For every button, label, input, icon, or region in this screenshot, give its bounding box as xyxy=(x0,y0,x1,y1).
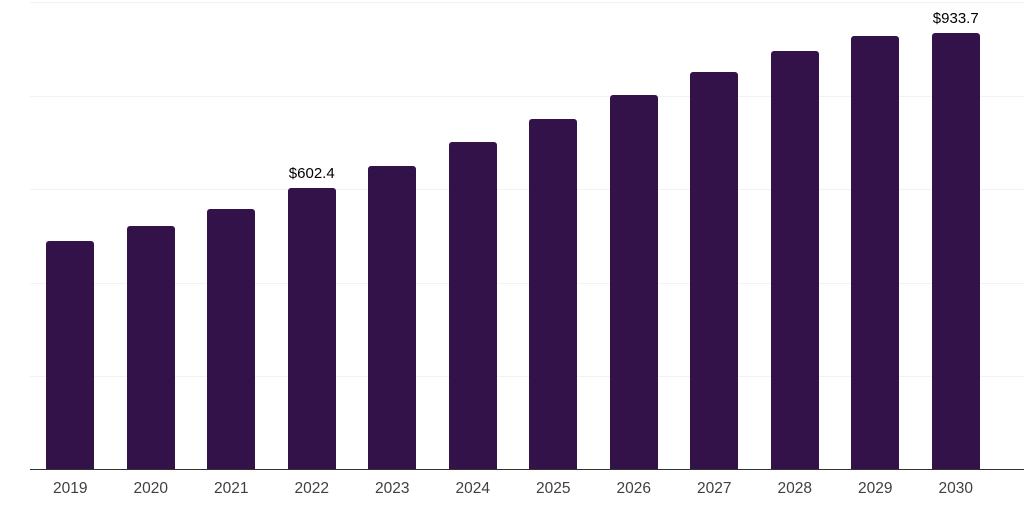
gridline-400 xyxy=(30,282,1024,284)
bar-slot-2030: $933.7 xyxy=(916,2,997,470)
bar-slot-2029 xyxy=(835,2,916,470)
x-tick-label-2026: 2026 xyxy=(616,480,651,497)
x-tick-label-2029: 2029 xyxy=(858,480,893,497)
bar-slot-2022: $602.4 xyxy=(272,2,353,470)
x-tick-label-2022: 2022 xyxy=(294,480,329,497)
x-axis-labels: 2019 2020 2021 2022 2023 2024 2025 2026 2027 2028… xyxy=(30,480,996,498)
bar-slot-2023 xyxy=(352,2,433,470)
bar-2029 xyxy=(851,35,900,470)
bar-2024 xyxy=(448,141,497,470)
x-tick-label-2027: 2027 xyxy=(697,480,732,497)
bar-value-label-2030: $933.7 xyxy=(932,10,979,28)
bar-slot-2025 xyxy=(513,2,594,470)
x-tick-label-2019: 2019 xyxy=(53,480,88,497)
x-tick-label-2025: 2025 xyxy=(536,480,571,497)
bars-container: $602.4 $933.7 xyxy=(30,2,996,470)
bar-2023 xyxy=(368,165,417,470)
bar-slot-2019 xyxy=(30,2,111,470)
bar-slot-2021 xyxy=(191,2,272,470)
bar-2022 xyxy=(287,188,336,470)
bar-2019 xyxy=(46,240,95,470)
bar-slot-2024 xyxy=(433,2,514,470)
gridline-600 xyxy=(30,189,1024,191)
x-tick-label-2024: 2024 xyxy=(455,480,490,497)
x-tick-label-2028: 2028 xyxy=(777,480,812,497)
bar-slot-2026 xyxy=(594,2,675,470)
bar-2021 xyxy=(207,208,256,470)
gridline-1000 xyxy=(30,2,1024,3)
bar-2028 xyxy=(770,51,819,470)
bar-slot-2020 xyxy=(111,2,192,470)
plot-area: $602.4 $933.7 xyxy=(30,2,1024,470)
bar-slot-2028 xyxy=(755,2,836,470)
x-tick-label-2020: 2020 xyxy=(133,480,168,497)
x-axis-line xyxy=(30,468,1024,470)
x-tick-label-2030: 2030 xyxy=(938,480,973,497)
gridline-800 xyxy=(30,95,1024,97)
bar-slot-2027 xyxy=(674,2,755,470)
bar-2026 xyxy=(609,94,658,470)
x-tick-label-2021: 2021 xyxy=(214,480,249,497)
gridline-200 xyxy=(30,376,1024,378)
bar-2025 xyxy=(529,119,578,470)
bar-2027 xyxy=(690,71,739,470)
x-tick-label-2023: 2023 xyxy=(375,480,410,497)
bar-value-label-2022: $602.4 xyxy=(288,165,335,183)
bar-2030 xyxy=(931,33,980,470)
bar-2020 xyxy=(126,225,175,470)
